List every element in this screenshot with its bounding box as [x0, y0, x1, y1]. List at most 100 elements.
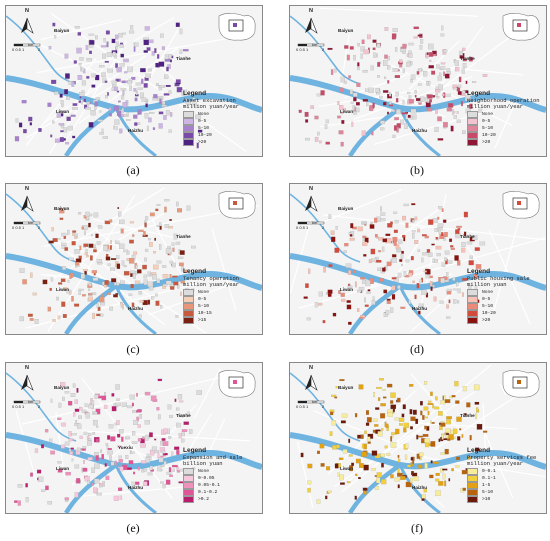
parcel — [412, 233, 415, 239]
parcel — [429, 99, 432, 103]
parcel — [57, 315, 61, 320]
parcel — [437, 75, 442, 81]
parcel — [334, 396, 338, 399]
parcel — [122, 32, 126, 35]
parcel — [310, 105, 315, 109]
parcel — [73, 60, 77, 64]
parcel — [403, 237, 406, 242]
parcel — [96, 241, 101, 245]
parcel — [170, 59, 172, 63]
parcel — [130, 270, 136, 274]
parcel — [357, 308, 360, 312]
parcel — [438, 228, 441, 234]
parcel — [169, 274, 172, 278]
parcel — [354, 281, 357, 288]
parcel — [151, 446, 157, 451]
parcel — [183, 421, 189, 425]
parcel — [418, 83, 422, 86]
map-legend: Legend Public housing sale million yuan Non… — [467, 268, 530, 324]
legend-item-label: 10-20 — [482, 132, 496, 138]
parcel — [166, 471, 172, 475]
scale-bar-end: 2 — [322, 404, 325, 409]
parcel — [420, 456, 422, 461]
parcel — [179, 28, 183, 35]
parcel — [395, 244, 400, 249]
parcel — [79, 406, 83, 411]
parcel — [451, 468, 454, 472]
parcel — [115, 79, 120, 82]
panel-caption: (b) — [410, 163, 424, 177]
parcel — [328, 214, 332, 220]
north-label: N — [309, 8, 313, 14]
river-branch — [348, 106, 402, 156]
parcel — [126, 467, 132, 470]
legend-swatch — [183, 124, 194, 132]
parcel — [399, 259, 403, 262]
road-line — [408, 40, 460, 90]
parcel — [176, 470, 181, 473]
parcel — [327, 289, 333, 294]
parcel — [83, 460, 85, 464]
parcel — [57, 282, 63, 285]
parcel — [111, 393, 115, 397]
parcel — [349, 237, 355, 241]
parcel — [143, 231, 146, 236]
parcel — [162, 484, 166, 489]
legend-swatch — [183, 495, 194, 503]
parcel — [400, 254, 404, 259]
parcel — [474, 247, 480, 251]
parcel — [95, 74, 100, 81]
parcel — [108, 424, 114, 429]
parcel — [149, 242, 153, 247]
legend-item-label: >15 — [198, 317, 207, 323]
parcel — [151, 296, 155, 300]
parcel — [116, 67, 122, 73]
parcel — [382, 396, 387, 399]
parcel — [306, 317, 311, 321]
parcel — [96, 313, 101, 317]
parcel — [54, 35, 57, 39]
parcel — [75, 261, 80, 266]
parcel — [135, 82, 142, 86]
parcel — [426, 108, 433, 112]
parcel — [410, 457, 414, 461]
parcel — [377, 431, 383, 437]
parcel — [440, 277, 445, 284]
parcel — [182, 49, 189, 52]
parcel — [171, 451, 174, 456]
parcel — [361, 39, 365, 45]
parcel — [442, 468, 448, 471]
parcel — [435, 490, 441, 497]
parcel — [73, 412, 76, 417]
road-line — [346, 364, 492, 484]
parcel — [300, 452, 304, 458]
parcel — [94, 394, 99, 399]
parcel — [66, 289, 72, 294]
legend-item-label: 0-0.05 — [198, 475, 215, 481]
place-label-baiyun: Baiyun — [54, 28, 70, 33]
parcel — [89, 40, 95, 45]
road-line — [334, 390, 476, 487]
parcel — [51, 79, 57, 84]
legend-unit: billion yuan — [183, 460, 223, 467]
parcel — [89, 255, 93, 261]
legend-swatch — [467, 309, 478, 317]
parcel — [47, 102, 52, 107]
parcel — [59, 217, 64, 220]
north-label: N — [25, 186, 29, 192]
parcel — [450, 247, 455, 250]
parcel — [101, 72, 106, 77]
parcel — [475, 413, 478, 419]
parcel — [326, 466, 331, 471]
parcel — [147, 238, 151, 241]
legend-item-label: >20 — [198, 139, 207, 145]
parcel — [168, 467, 172, 473]
parcel — [446, 433, 450, 435]
place-label-haizhu: Haizhu — [412, 128, 428, 133]
parcel — [137, 424, 141, 428]
parcel — [320, 90, 325, 96]
parcel — [438, 481, 444, 486]
parcel — [377, 62, 381, 67]
legend-item-label: 5-10 — [198, 125, 210, 131]
parcel — [85, 107, 91, 110]
